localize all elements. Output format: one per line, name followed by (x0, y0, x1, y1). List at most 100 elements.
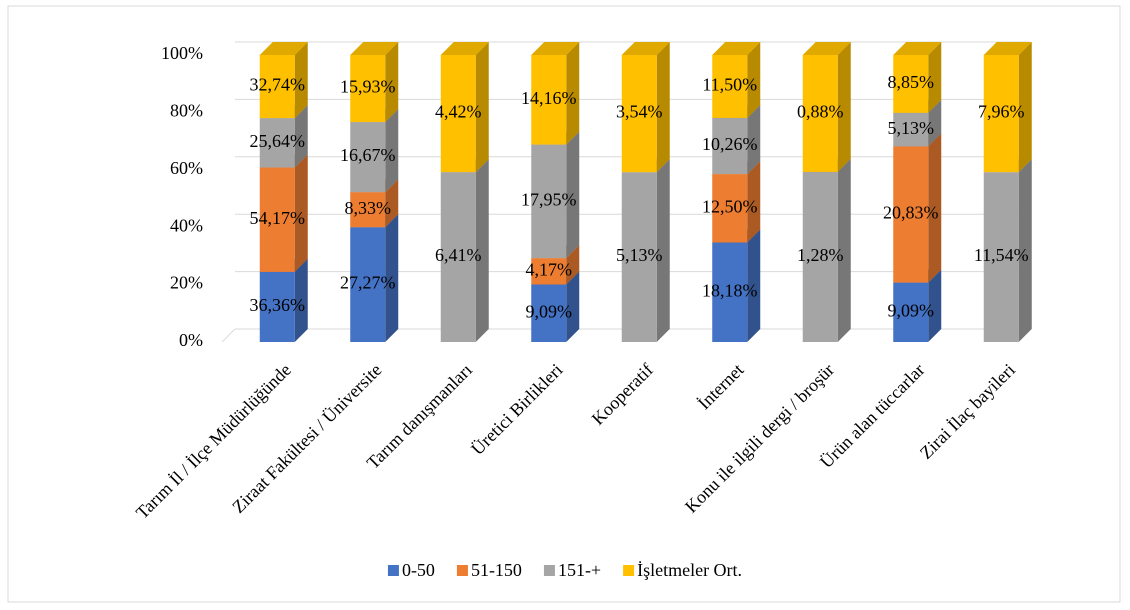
bar-side (294, 42, 308, 119)
bar-top (259, 42, 308, 55)
bar-top (983, 42, 1032, 55)
bar-side (1018, 42, 1032, 173)
data-label: 9,09% (888, 300, 935, 320)
bar-top (712, 42, 761, 55)
bar (531, 284, 567, 342)
data-label: 0,88% (797, 102, 844, 122)
bar (893, 55, 929, 113)
data-label: 20,83% (883, 203, 939, 223)
bar (259, 271, 295, 342)
bar (983, 172, 1019, 342)
legend-label: 151-+ (558, 560, 601, 580)
bar-side (475, 42, 489, 173)
bar-side (837, 42, 851, 172)
data-label: 17,95% (521, 189, 577, 209)
bar (259, 167, 295, 272)
data-label: 14,16% (521, 88, 577, 108)
data-label: 11,54% (974, 245, 1029, 265)
bar-top (893, 42, 942, 55)
data-label: 54,17% (250, 208, 306, 228)
bar-side (385, 179, 399, 228)
legend-label: İşletmeler Ort. (637, 560, 742, 580)
y-tick-label: 60% (170, 158, 203, 178)
bar (259, 55, 295, 119)
bar-side (566, 245, 580, 285)
bar-top (621, 42, 670, 55)
bar-side (294, 154, 308, 272)
bar (712, 117, 748, 175)
bar-side (566, 42, 580, 145)
legend-swatch (543, 565, 555, 576)
bar (440, 55, 476, 173)
bar-side (747, 42, 761, 118)
y-tick-label: 100% (161, 43, 203, 63)
legend-label: 51-150 (471, 560, 522, 580)
data-label: 8,85% (888, 72, 935, 92)
bar-side (656, 159, 670, 342)
floor-edge (221, 328, 236, 343)
bar-side (747, 229, 761, 342)
legend-label: 0-50 (402, 560, 435, 580)
bar (259, 118, 295, 168)
data-label: 8,33% (345, 198, 392, 218)
data-label: 25,64% (250, 131, 306, 151)
data-label: 12,50% (702, 196, 758, 216)
data-label: 15,93% (340, 77, 396, 97)
bar-side (566, 131, 580, 259)
data-label: 7,96% (978, 102, 1025, 122)
bar (712, 55, 748, 118)
data-label: 18,18% (702, 280, 758, 300)
bar (802, 171, 838, 342)
bar (712, 242, 748, 342)
bar-side (385, 214, 399, 342)
bar-top (350, 42, 399, 55)
bar (983, 55, 1019, 173)
y-tick-label: 80% (170, 101, 203, 121)
data-label: 3,54% (616, 102, 663, 122)
bar-side (928, 269, 942, 342)
bar-side (747, 104, 761, 175)
legend: 0-50 51-150 151-+ İşletmeler Ort. (387, 560, 742, 580)
bar (802, 55, 838, 172)
bar-side (656, 42, 670, 173)
bar (893, 282, 929, 342)
bar-side (566, 271, 580, 342)
data-label: 16,67% (340, 145, 396, 165)
data-label: 27,27% (340, 273, 396, 293)
bar-side (475, 159, 489, 342)
bar-side (385, 42, 399, 123)
bar (531, 144, 567, 259)
bar-side (385, 109, 399, 193)
legend-swatch (623, 565, 635, 576)
bar (531, 258, 567, 285)
data-label: 6,41% (435, 245, 482, 265)
bar-top (531, 42, 580, 55)
data-label: 11,50% (702, 75, 757, 95)
bar (440, 172, 476, 342)
legend-swatch (456, 565, 468, 576)
y-tick-label: 20% (170, 273, 203, 293)
bar (621, 55, 657, 173)
bar (350, 192, 386, 228)
bar (893, 146, 929, 283)
bar-side (747, 161, 761, 243)
data-label: 4,42% (435, 102, 482, 122)
bar (350, 55, 386, 123)
bar-side (1018, 159, 1032, 342)
data-label: 4,17% (526, 259, 573, 279)
bar-side (928, 99, 942, 147)
legend-swatch (387, 565, 399, 576)
data-label: 36,36% (250, 295, 306, 315)
bar (350, 122, 386, 193)
bar (621, 172, 657, 342)
data-label: 9,09% (526, 301, 573, 321)
bar-side (928, 133, 942, 283)
bar (531, 55, 567, 145)
bar (350, 227, 386, 342)
bar-side (294, 258, 308, 342)
y-tick-label: 0% (179, 330, 203, 350)
data-label: 32,74% (250, 75, 306, 95)
bar-side (837, 158, 851, 342)
data-label: 5,13% (888, 118, 935, 138)
